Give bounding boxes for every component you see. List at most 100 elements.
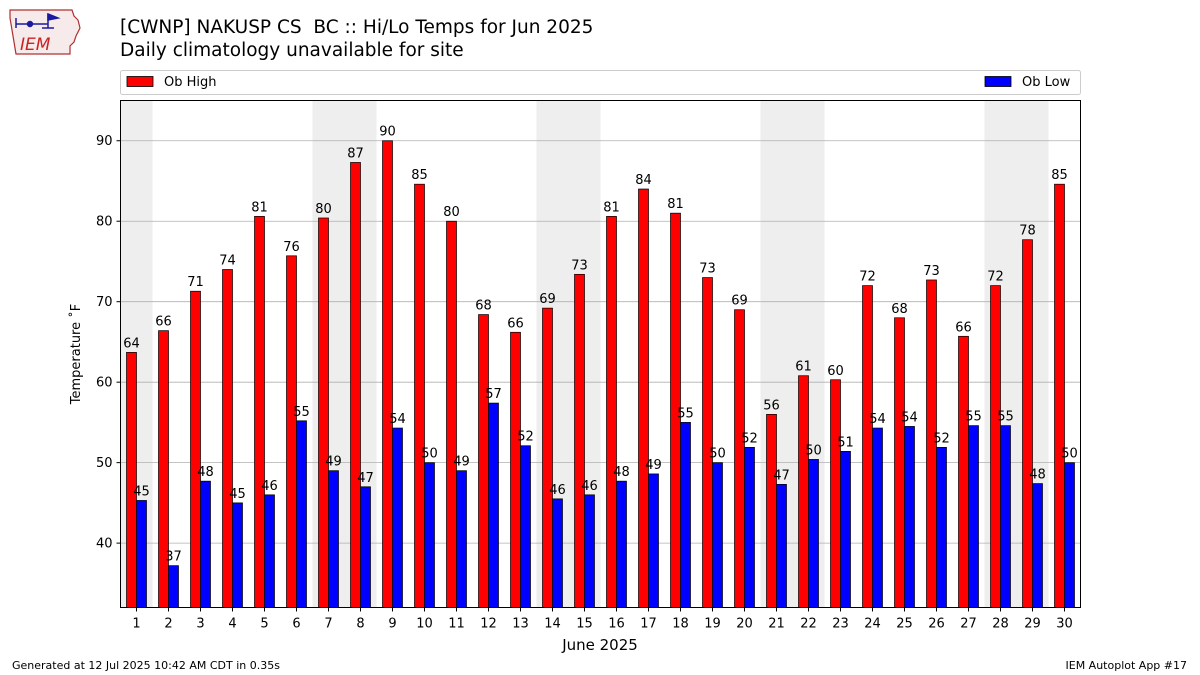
bar-high-3: [190, 290, 201, 608]
x-tick-label-29: 29: [1024, 617, 1041, 632]
x-tick-label-28: 28: [992, 617, 1009, 632]
data-label-high-14: 69: [539, 292, 556, 307]
plot-frame: [120, 100, 1081, 608]
bar-low-7: [328, 470, 339, 608]
legend-label-ob-high: Ob High: [164, 75, 217, 90]
data-label-low-14: 46: [549, 483, 566, 498]
bar-high-6: [286, 255, 297, 608]
data-label-low-30: 50: [1061, 447, 1078, 462]
data-label-low-28: 55: [997, 410, 1014, 425]
data-label-high-11: 80: [443, 205, 460, 220]
bar-high-24: [862, 285, 873, 608]
data-label-low-8: 47: [357, 471, 374, 486]
bar-high-5: [254, 216, 265, 608]
x-tick-label-20: 20: [736, 617, 753, 632]
bar-high-7: [318, 217, 329, 608]
x-tick-label-10: 10: [416, 617, 433, 632]
footer-app-text: IEM Autoplot App #17: [1065, 659, 1188, 672]
bar-low-14: [552, 498, 563, 608]
data-label-low-1: 45: [133, 484, 150, 499]
data-label-high-29: 78: [1019, 224, 1036, 239]
bar-low-17: [648, 473, 659, 608]
bar-high-10: [414, 183, 425, 608]
bar-low-16: [616, 480, 627, 608]
data-label-high-9: 90: [379, 125, 396, 140]
x-tick-label-23: 23: [832, 617, 849, 632]
data-label-high-5: 81: [251, 200, 268, 215]
bars-layer: [126, 140, 1075, 608]
data-label-high-2: 66: [155, 315, 172, 330]
bar-low-9: [392, 427, 403, 608]
legend: Ob High Ob Low: [120, 70, 1081, 95]
bar-high-13: [510, 331, 521, 608]
bar-low-24: [872, 427, 883, 608]
data-label-low-26: 52: [933, 431, 950, 446]
chart-subtitle: Daily climatology unavailable for site: [120, 40, 464, 61]
x-tick-label-27: 27: [960, 617, 977, 632]
x-tick-label-13: 13: [512, 617, 529, 632]
data-label-high-20: 69: [731, 294, 748, 309]
x-tick-label-12: 12: [480, 617, 497, 632]
data-label-high-22: 61: [795, 360, 812, 375]
bar-high-17: [638, 188, 649, 608]
bar-low-26: [936, 447, 947, 608]
y-tick-label-70: 70: [96, 295, 113, 310]
x-tick-label-14: 14: [544, 617, 561, 632]
data-label-low-22: 50: [805, 443, 822, 458]
gridlines-layer: [120, 140, 1081, 544]
weather-station-icon: [15, 12, 61, 29]
x-tick-label-25: 25: [896, 617, 913, 632]
data-label-low-24: 54: [869, 412, 886, 427]
bar-high-20: [734, 309, 745, 608]
x-tick-label-3: 3: [196, 617, 204, 632]
bar-high-22: [798, 375, 809, 608]
data-label-high-18: 81: [667, 197, 684, 212]
data-label-low-23: 51: [837, 435, 854, 450]
x-tick-label-6: 6: [292, 617, 300, 632]
bar-low-22: [808, 459, 819, 608]
data-label-low-6: 55: [293, 405, 310, 420]
x-tick-label-16: 16: [608, 617, 625, 632]
chart-title: [CWNP] NAKUSP CS BC :: Hi/Lo Temps for J…: [120, 17, 594, 38]
data-label-high-13: 66: [507, 316, 524, 331]
bar-low-12: [488, 402, 499, 608]
x-tick-label-11: 11: [448, 617, 465, 632]
bar-high-14: [542, 307, 553, 608]
bar-high-9: [382, 140, 393, 608]
data-label-high-26: 73: [923, 264, 940, 279]
bar-low-5: [264, 494, 275, 608]
data-label-low-13: 52: [517, 430, 534, 445]
bar-low-30: [1064, 462, 1075, 608]
legend-swatch-ob-high: [126, 76, 154, 87]
bar-high-29: [1022, 239, 1033, 608]
legend-frame: [120, 70, 1081, 95]
bar-high-2: [158, 330, 169, 608]
y-tick-label-80: 80: [96, 215, 113, 230]
data-label-high-8: 87: [347, 146, 364, 161]
bar-high-1: [126, 352, 137, 608]
logo-text: IEM: [20, 35, 51, 55]
bar-low-19: [712, 462, 723, 608]
bar-high-15: [574, 273, 585, 608]
data-label-low-17: 49: [645, 458, 662, 473]
y-tick-label-40: 40: [96, 537, 113, 552]
bar-high-8: [350, 162, 361, 608]
legend-label-ob-low: Ob Low: [1022, 75, 1071, 90]
bar-low-25: [904, 426, 915, 608]
bar-high-28: [990, 285, 1001, 608]
bar-low-23: [840, 451, 851, 608]
bar-high-4: [222, 269, 233, 608]
bar-low-15: [584, 494, 595, 608]
data-label-low-7: 49: [325, 455, 342, 470]
bar-low-2: [168, 565, 179, 608]
bar-high-25: [894, 317, 905, 608]
x-tick-label-17: 17: [640, 617, 657, 632]
data-label-high-19: 73: [699, 262, 716, 277]
x-tick-label-18: 18: [672, 617, 689, 632]
bar-low-29: [1032, 483, 1043, 608]
bar-low-4: [232, 502, 243, 608]
data-label-high-30: 85: [1051, 168, 1068, 183]
bar-high-30: [1054, 183, 1065, 608]
x-tick-label-2: 2: [164, 617, 172, 632]
